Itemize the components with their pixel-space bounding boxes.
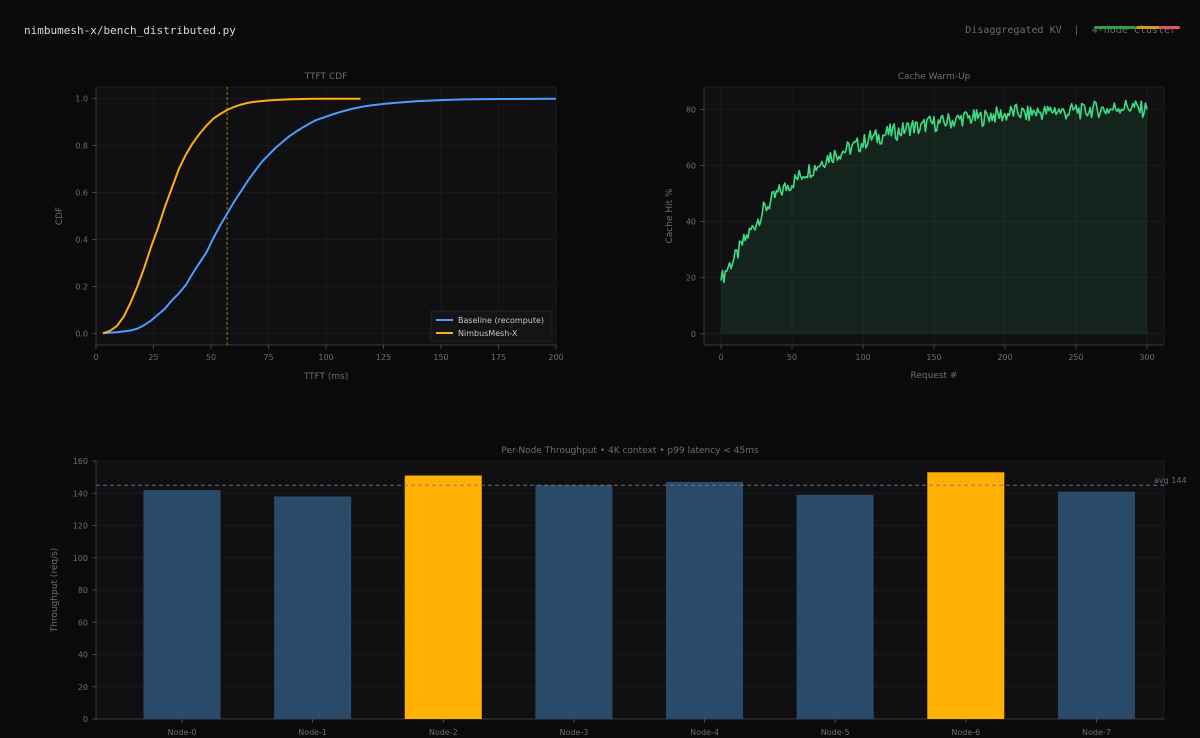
tick-label-y: 0.2: [75, 282, 88, 291]
chart-title: TTFT CDF: [304, 72, 348, 82]
average-label: avg 144: [1154, 476, 1187, 485]
bar-node-1: [274, 496, 352, 719]
tick-label-y: 160: [73, 457, 88, 466]
bar-node-7: [1057, 491, 1135, 719]
tick-label-y: 20: [686, 274, 696, 283]
chart-title: Cache Warm-Up: [898, 72, 971, 82]
tick-label-y: 80: [78, 586, 88, 595]
tick-label-x: 200: [997, 353, 1012, 362]
tick-label-x: Node-4: [690, 728, 719, 737]
status-indicator: [1094, 26, 1180, 29]
tick-label-x: 25: [148, 353, 158, 362]
tick-label-x: 50: [787, 353, 797, 362]
tick-label-x: 200: [548, 353, 563, 362]
tick-label-y: 40: [686, 218, 696, 227]
axis-label-y: Throughput (req/s): [50, 548, 60, 634]
axis-label-x: TTFT (ms): [303, 372, 349, 382]
status-dot-yellow: [1136, 26, 1160, 29]
tick-label-x: Node-6: [951, 728, 980, 737]
tick-label-x: Node-2: [429, 728, 458, 737]
bar-node-3: [535, 485, 613, 719]
tick-label-x: 175: [491, 353, 506, 362]
tick-label-y: 0.0: [75, 329, 88, 338]
series-nimbusmesh-line: [102, 97, 361, 335]
legend-entry: Baseline (recompute): [458, 316, 544, 325]
cluster-info: Disaggregated KV | 4-node cluster: [965, 25, 1176, 36]
file-title: nimbumesh-x/bench_distributed.py: [24, 24, 236, 37]
tick-label-y: 0.4: [75, 235, 88, 244]
series-baseline-line: [102, 97, 557, 335]
bar-node-5: [796, 494, 874, 719]
tick-label-x: Node-3: [559, 728, 588, 737]
tick-label-x: Node-0: [168, 728, 197, 737]
tick-label-x: 0: [93, 353, 98, 362]
tick-label-x: Node-1: [298, 728, 327, 737]
tick-label-x: 50: [206, 353, 216, 362]
legend-entry: NimbusMesh-X: [458, 329, 518, 338]
tick-label-x: 150: [433, 353, 448, 362]
tick-label-x: 150: [926, 353, 941, 362]
legend-box: [430, 310, 553, 342]
tick-label-y: 120: [73, 522, 88, 531]
tick-label-y: 0.8: [75, 142, 88, 151]
tick-label-x: Node-7: [1082, 728, 1111, 737]
tick-label-y: 80: [686, 105, 696, 114]
status-dot-green: [1094, 26, 1136, 29]
tick-label-x: 100: [318, 353, 333, 362]
tick-label-y: 60: [78, 618, 88, 627]
bar-node-0: [143, 490, 221, 719]
axis-label-y: Cache Hit %: [665, 188, 675, 244]
chart-title: Per-Node Throughput • 4K context • p99 l…: [501, 446, 759, 456]
tick-label-x: 75: [263, 353, 273, 362]
tick-label-y: 1.0: [75, 95, 88, 104]
bar-node-2: [404, 475, 482, 719]
tick-label-x: 300: [1139, 353, 1154, 362]
tick-label-y: 0.6: [75, 189, 88, 198]
axis-label-y: CDF: [55, 207, 65, 225]
axis-label-x: Request #: [911, 371, 958, 381]
tick-label-x: 0: [718, 353, 723, 362]
status-dot-red: [1160, 26, 1180, 29]
tick-label-y: 140: [73, 489, 88, 498]
tick-label-y: 40: [78, 651, 88, 660]
top-bar: nimbumesh-x/bench_distributed.py Disaggr…: [0, 0, 1200, 60]
tick-label-y: 20: [78, 683, 88, 692]
tick-label-x: Node-5: [821, 728, 850, 737]
tick-label-y: 0: [83, 715, 88, 724]
bar-node-4: [666, 481, 744, 719]
tick-label-y: 0: [691, 330, 696, 339]
tick-label-y: 100: [73, 554, 88, 563]
tick-label-x: 100: [855, 353, 870, 362]
cache-hit-line: [720, 99, 1148, 284]
tick-label-x: 125: [376, 353, 391, 362]
tick-label-y: 60: [686, 162, 696, 171]
tick-label-x: 250: [1068, 353, 1083, 362]
bar-node-6: [927, 472, 1005, 719]
